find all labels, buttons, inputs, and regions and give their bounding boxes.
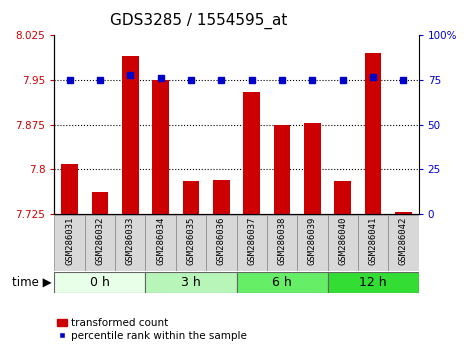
Bar <box>122 56 139 214</box>
Bar <box>54 272 146 293</box>
Text: GSM286031: GSM286031 <box>65 217 74 266</box>
Text: GSM286040: GSM286040 <box>338 217 347 266</box>
Text: GSM286035: GSM286035 <box>186 217 195 266</box>
Bar <box>388 215 419 271</box>
Bar <box>145 215 176 271</box>
Text: 12 h: 12 h <box>359 276 387 289</box>
Text: 0 h: 0 h <box>90 276 110 289</box>
Bar <box>152 80 169 214</box>
Text: GSM286032: GSM286032 <box>96 217 105 266</box>
Text: GDS3285 / 1554595_at: GDS3285 / 1554595_at <box>110 12 287 29</box>
Text: GSM286041: GSM286041 <box>368 217 377 266</box>
Bar <box>365 53 381 214</box>
Bar <box>236 215 267 271</box>
Text: time ▶: time ▶ <box>12 276 52 289</box>
Bar <box>213 180 230 214</box>
Bar <box>115 215 146 271</box>
Text: 3 h: 3 h <box>181 276 201 289</box>
Bar <box>54 215 85 271</box>
Bar <box>206 215 236 271</box>
Legend: transformed count, percentile rank within the sample: transformed count, percentile rank withi… <box>53 314 251 345</box>
Bar <box>358 215 388 271</box>
Text: GSM286042: GSM286042 <box>399 217 408 266</box>
Text: 6 h: 6 h <box>272 276 292 289</box>
Text: GSM286037: GSM286037 <box>247 217 256 266</box>
Text: GSM286033: GSM286033 <box>126 217 135 266</box>
Bar <box>92 192 108 214</box>
Bar <box>395 212 412 214</box>
Text: GSM286039: GSM286039 <box>308 217 317 266</box>
Bar <box>274 125 290 214</box>
Bar <box>183 181 199 214</box>
Bar <box>304 123 321 214</box>
Bar <box>85 215 115 271</box>
Text: GSM286034: GSM286034 <box>156 217 165 266</box>
Bar <box>145 272 236 293</box>
Bar <box>176 215 206 271</box>
Bar <box>327 215 358 271</box>
Bar <box>61 164 78 214</box>
Bar <box>297 215 327 271</box>
Bar <box>334 181 351 214</box>
Bar <box>327 272 419 293</box>
Bar <box>243 92 260 214</box>
Bar <box>267 215 297 271</box>
Text: GSM286038: GSM286038 <box>278 217 287 266</box>
Bar <box>236 272 327 293</box>
Text: GSM286036: GSM286036 <box>217 217 226 266</box>
